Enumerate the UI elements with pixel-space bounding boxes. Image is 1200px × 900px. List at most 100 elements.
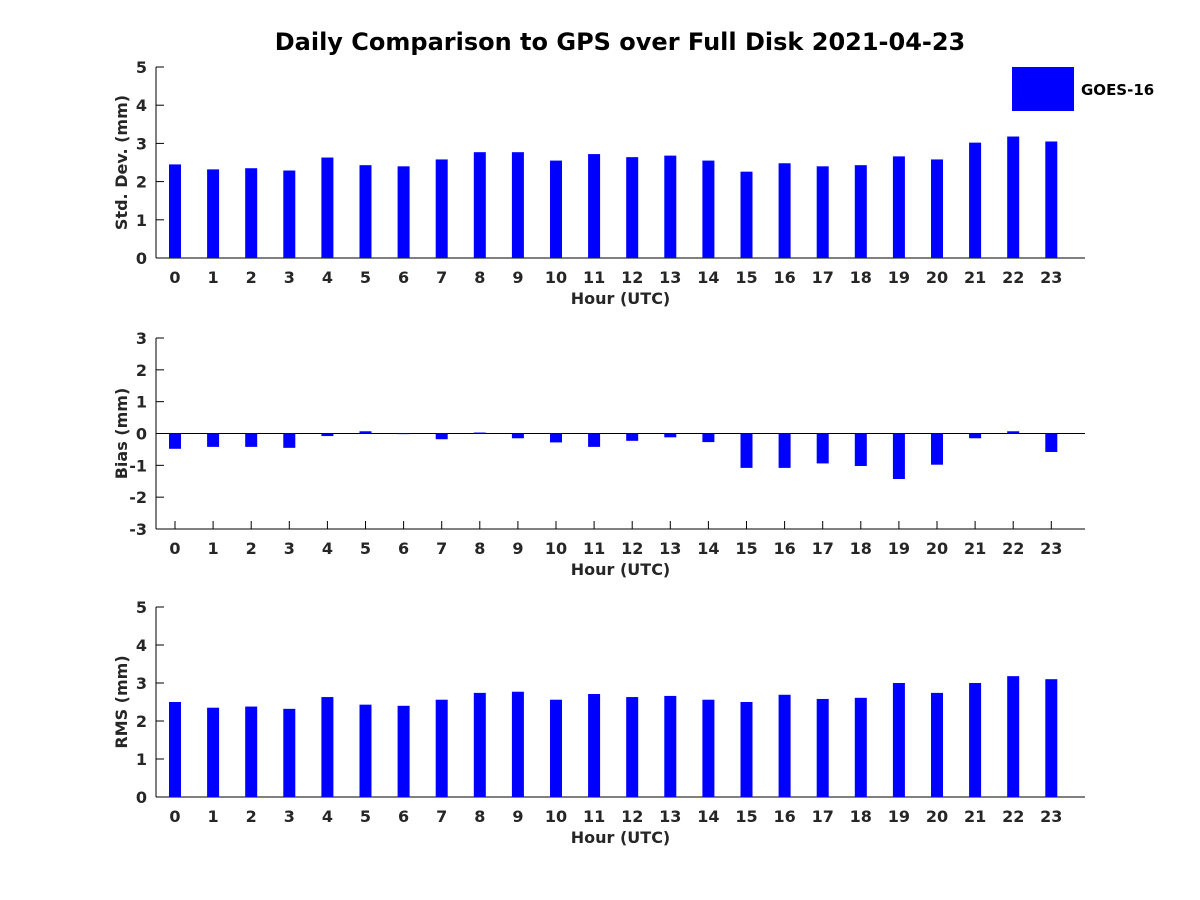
x-tick-label: 2 xyxy=(246,268,257,287)
x-tick-label: 9 xyxy=(512,268,523,287)
x-axis-label: Hour (UTC) xyxy=(571,560,671,579)
x-tick-label: 12 xyxy=(621,268,643,287)
y-tick-label: 4 xyxy=(136,96,147,115)
x-tick-label: 1 xyxy=(208,539,219,558)
x-tick-label: 0 xyxy=(169,807,180,826)
bar-hour-5 xyxy=(359,431,372,434)
x-tick-label: 7 xyxy=(436,268,447,287)
x-tick-label: 13 xyxy=(659,807,681,826)
bar-hour-4 xyxy=(321,433,334,437)
bar-hour-12 xyxy=(626,157,639,258)
bar-hour-14 xyxy=(702,699,715,797)
x-tick-label: 15 xyxy=(735,807,757,826)
bar-hour-3 xyxy=(283,708,296,797)
x-tick-label: 10 xyxy=(545,807,567,826)
y-tick-label: 3 xyxy=(136,674,147,693)
y-axis-label: Std. Dev. (mm) xyxy=(112,95,131,230)
bar-hour-1 xyxy=(207,707,220,797)
bar-hour-22 xyxy=(1007,136,1020,258)
x-tick-label: 3 xyxy=(284,268,295,287)
x-tick-label: 8 xyxy=(474,268,485,287)
bar-hour-9 xyxy=(511,433,524,439)
y-tick-label: -3 xyxy=(129,520,147,539)
y-tick-label: 1 xyxy=(136,211,147,230)
y-tick-label: -2 xyxy=(129,488,147,507)
bar-hour-7 xyxy=(435,159,448,258)
bar-hour-21 xyxy=(969,142,982,258)
x-tick-label: 13 xyxy=(659,268,681,287)
bar-hour-15 xyxy=(740,702,753,797)
x-tick-label: 4 xyxy=(322,539,333,558)
bar-hour-13 xyxy=(664,155,677,258)
x-tick-label: 1 xyxy=(208,268,219,287)
x-tick-label: 15 xyxy=(735,539,757,558)
x-tick-label: 18 xyxy=(850,268,872,287)
y-tick-label: 2 xyxy=(136,361,147,380)
x-tick-label: 18 xyxy=(850,539,872,558)
x-tick-label: 14 xyxy=(697,268,719,287)
x-tick-label: 6 xyxy=(398,268,409,287)
bar-hour-3 xyxy=(283,433,296,448)
bar-hour-19 xyxy=(892,433,905,480)
bar-hour-1 xyxy=(207,169,220,258)
bar-hour-2 xyxy=(245,168,258,258)
bar-hour-14 xyxy=(702,160,715,258)
bar-hour-4 xyxy=(321,157,334,258)
bar-hour-20 xyxy=(931,692,943,797)
x-tick-label: 16 xyxy=(773,807,795,826)
bar-hour-19 xyxy=(892,683,905,797)
x-tick-label: 3 xyxy=(284,807,295,826)
y-tick-label: 5 xyxy=(136,598,147,617)
x-tick-label: 5 xyxy=(360,807,371,826)
x-tick-label: 1 xyxy=(208,807,219,826)
x-tick-label: 5 xyxy=(360,539,371,558)
bar-hour-0 xyxy=(169,433,181,449)
x-tick-label: 6 xyxy=(398,807,409,826)
bar-hour-5 xyxy=(359,704,372,797)
x-tick-label: 9 xyxy=(512,539,523,558)
x-tick-label: 2 xyxy=(246,539,257,558)
bar-hour-16 xyxy=(778,163,791,258)
bar-hour-17 xyxy=(816,433,829,464)
x-tick-label: 18 xyxy=(850,807,872,826)
bar-hour-20 xyxy=(931,433,943,465)
bar-hour-15 xyxy=(740,433,753,468)
x-tick-label: 22 xyxy=(1002,539,1024,558)
bar-hour-11 xyxy=(588,154,601,258)
bar-hour-22 xyxy=(1007,676,1020,797)
legend-swatch xyxy=(1012,67,1074,111)
y-tick-label: 4 xyxy=(136,636,147,655)
bar-hour-13 xyxy=(664,695,677,797)
bar-hour-16 xyxy=(778,433,791,468)
x-tick-label: 8 xyxy=(474,807,485,826)
x-tick-label: 13 xyxy=(659,539,681,558)
y-tick-label: 0 xyxy=(136,425,147,444)
legend-label: GOES-16 xyxy=(1081,81,1154,99)
x-tick-label: 23 xyxy=(1040,539,1062,558)
x-tick-label: 14 xyxy=(697,539,719,558)
bar-hour-6 xyxy=(397,705,410,797)
x-tick-label: 3 xyxy=(284,539,295,558)
bar-hour-17 xyxy=(816,166,829,258)
x-tick-label: 11 xyxy=(583,268,605,287)
bar-hour-2 xyxy=(245,433,258,447)
y-axis-label: Bias (mm) xyxy=(112,388,131,480)
bar-hour-21 xyxy=(969,433,982,439)
y-tick-label: -1 xyxy=(129,456,147,475)
x-tick-label: 0 xyxy=(169,539,180,558)
x-tick-label: 23 xyxy=(1040,268,1062,287)
x-tick-label: 20 xyxy=(926,807,948,826)
bar-hour-19 xyxy=(892,156,905,258)
bar-hour-5 xyxy=(359,165,372,258)
y-tick-label: 0 xyxy=(136,788,147,807)
x-tick-label: 20 xyxy=(926,539,948,558)
x-tick-label: 11 xyxy=(583,539,605,558)
bar-hour-1 xyxy=(207,433,220,447)
y-tick-label: 3 xyxy=(136,134,147,153)
bar-hour-23 xyxy=(1045,679,1058,797)
x-tick-label: 5 xyxy=(360,268,371,287)
x-tick-label: 10 xyxy=(545,268,567,287)
